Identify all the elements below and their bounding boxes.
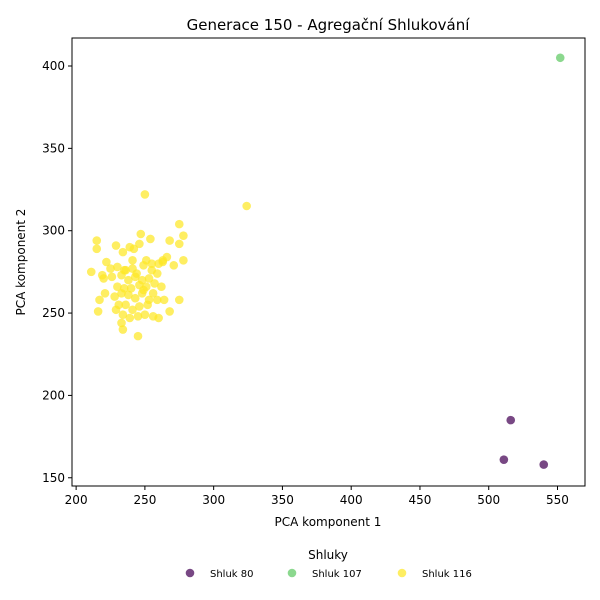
y-tick-label: 250	[42, 306, 65, 320]
y-tick-label: 300	[42, 224, 65, 238]
data-point	[133, 312, 143, 321]
data-point	[92, 244, 102, 254]
data-point	[140, 190, 150, 199]
data-point	[124, 290, 133, 300]
x-tick-label: 550	[546, 493, 569, 507]
data-point	[152, 295, 162, 305]
data-point	[93, 307, 103, 316]
data-point	[159, 295, 169, 305]
data-point	[174, 219, 184, 229]
data-point	[165, 236, 174, 245]
legend-label: Shluk 107	[312, 569, 362, 580]
legend-label: Shluk 116	[422, 569, 472, 580]
data-point	[113, 262, 122, 272]
data-point	[106, 264, 115, 273]
x-tick-label: 250	[133, 493, 156, 507]
data-point	[110, 292, 119, 301]
data-point	[102, 257, 111, 267]
x-axis-label: PCA komponent 1	[275, 515, 382, 529]
data-point	[95, 295, 104, 305]
data-point	[136, 229, 146, 239]
data-point	[506, 415, 516, 425]
y-tick-label: 400	[42, 59, 65, 73]
legend-marker	[185, 568, 195, 578]
chart-title: Generace 150 - Agregační Shlukování	[187, 16, 471, 34]
data-point	[119, 265, 129, 275]
data-point	[99, 274, 108, 283]
data-point	[179, 256, 188, 265]
axis-ticks: 200 250 300 350 400 450 500 5501502002503003504…	[42, 59, 569, 507]
legend-entry: Shluk 80	[185, 568, 254, 580]
x-tick-label: 500	[477, 493, 500, 507]
data-point	[148, 288, 158, 298]
data-point	[113, 282, 122, 292]
data-point	[121, 300, 130, 310]
data-point	[124, 275, 133, 285]
legend-entry: Shluk 116	[397, 568, 472, 580]
legend-marker	[397, 568, 407, 578]
data-point	[130, 272, 140, 282]
data-point	[118, 247, 128, 257]
data-point	[125, 313, 135, 323]
plot-frame	[71, 37, 586, 487]
data-point	[157, 282, 166, 292]
data-point	[174, 295, 184, 305]
y-tick-label: 150	[42, 471, 65, 485]
data-point	[135, 302, 144, 311]
data-point	[179, 231, 188, 240]
data-point	[100, 288, 110, 298]
data-point	[555, 53, 565, 63]
x-tick-label: 400	[340, 493, 363, 507]
data-point	[107, 272, 117, 282]
data-point	[146, 234, 155, 244]
data-point	[499, 455, 509, 464]
data-point	[117, 288, 126, 298]
data-point	[129, 244, 139, 254]
data-point	[86, 267, 96, 277]
y-axis-label: PCA komponent 2	[14, 209, 28, 316]
data-points	[86, 53, 565, 469]
data-point	[144, 274, 154, 283]
data-point	[92, 236, 102, 245]
data-point	[539, 460, 549, 469]
data-point	[135, 239, 144, 249]
data-point	[150, 279, 159, 288]
data-point	[139, 285, 148, 295]
data-point	[242, 201, 251, 211]
x-tick-label: 300	[202, 493, 225, 507]
data-point	[174, 239, 184, 249]
data-point	[130, 293, 140, 303]
data-point	[169, 260, 179, 270]
legend-marker	[287, 568, 297, 578]
data-point	[118, 310, 128, 320]
x-tick-label: 450	[409, 493, 432, 507]
data-point	[147, 259, 157, 268]
x-tick-label: 350	[271, 493, 294, 507]
data-point	[111, 241, 121, 250]
data-point	[128, 256, 137, 265]
data-point	[158, 256, 168, 265]
y-tick-label: 200	[42, 388, 65, 402]
data-point	[111, 305, 121, 315]
data-point	[133, 331, 143, 341]
legend-label: Shluk 80	[210, 569, 254, 580]
legend: Shluky Shluk 80 Shluk 107 Shluk 116	[185, 548, 472, 580]
data-point	[165, 307, 174, 316]
x-tick-label: 200	[65, 493, 88, 507]
data-point	[118, 325, 128, 334]
legend-title: Shluky	[308, 548, 348, 562]
legend-entry: Shluk 107	[287, 568, 362, 580]
data-point	[126, 284, 136, 293]
data-point	[128, 305, 137, 315]
y-tick-label: 350	[42, 141, 65, 155]
data-point	[143, 300, 152, 310]
data-point	[152, 269, 162, 278]
data-point	[128, 264, 137, 273]
data-point	[139, 260, 148, 270]
data-point	[117, 318, 126, 328]
data-point	[140, 310, 150, 320]
data-point	[154, 313, 163, 323]
